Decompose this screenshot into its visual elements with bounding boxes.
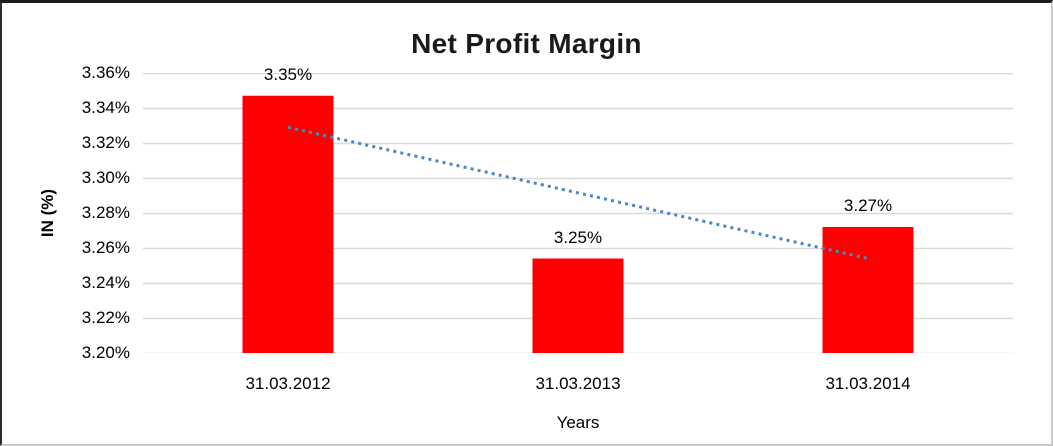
trendline: [287, 125, 869, 260]
y-tick-label: 3.28%: [81, 203, 130, 222]
y-tick-label: 3.22%: [81, 308, 130, 327]
y-tick-label: 3.30%: [81, 168, 130, 187]
y-tick-label: 3.34%: [81, 98, 130, 117]
y-tick-label: 3.20%: [81, 343, 130, 362]
x-tick-label: 31.03.2012: [245, 374, 331, 393]
y-tick-label: 3.24%: [81, 273, 130, 292]
y-tick-label: 3.32%: [81, 133, 130, 152]
bar-value-label: 3.27%: [843, 196, 893, 215]
x-tick-label: 31.03.2013: [535, 374, 621, 393]
bar-31.03.2014: [822, 227, 914, 353]
chart-title: Net Profit Margin: [411, 28, 642, 59]
plot-area: [143, 73, 1013, 353]
y-tick-label: 3.26%: [81, 238, 130, 257]
bar-31.03.2013: [532, 258, 624, 353]
bar-31.03.2012: [242, 95, 334, 353]
y-tick-label: 3.36%: [81, 63, 130, 82]
bar-value-label: 3.35%: [263, 64, 313, 84]
x-tick-label: 31.03.2014: [825, 374, 911, 393]
bar-value-label: 3.25%: [553, 227, 603, 247]
x-axis-title: Years: [556, 413, 600, 432]
